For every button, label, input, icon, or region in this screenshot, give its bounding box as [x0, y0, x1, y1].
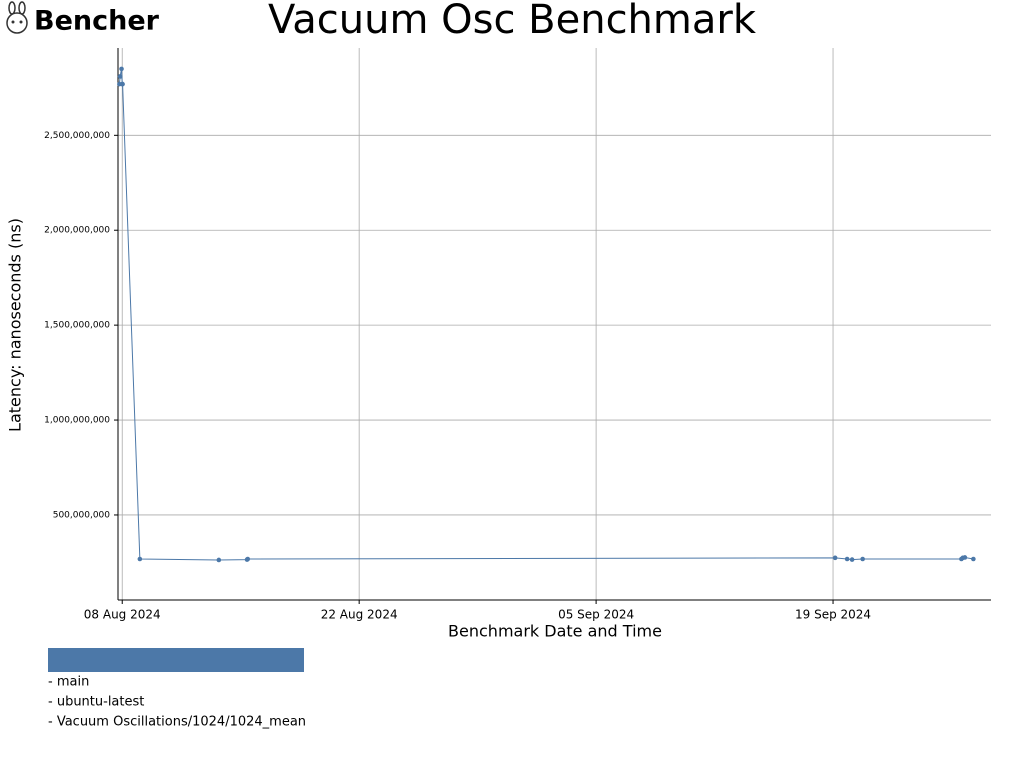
legend-text: - main — [48, 675, 89, 690]
y-tick-label: 1,000,000,000 — [44, 416, 110, 426]
y-tick-label: 1,500,000,000 — [44, 321, 110, 331]
data-point — [844, 556, 850, 562]
legend-swatch — [48, 648, 304, 672]
y-tick-label: 500,000,000 — [53, 510, 111, 520]
data-point — [849, 557, 855, 562]
data-point — [117, 74, 123, 79]
y-tick-label: 2,500,000,000 — [44, 131, 110, 141]
x-tick-label: 05 Sep 2024 — [558, 608, 634, 622]
x-tick-label: 22 Aug 2024 — [321, 608, 398, 622]
data-point — [119, 66, 124, 72]
x-axis-label: Benchmark Date and Time — [448, 622, 662, 641]
data-point — [860, 556, 865, 562]
data-point — [216, 557, 222, 563]
y-tick-label: 2,000,000,000 — [44, 226, 110, 236]
data-point — [137, 556, 143, 562]
data-point — [971, 556, 976, 562]
data-point — [245, 556, 251, 562]
x-tick-label: 19 Sep 2024 — [795, 608, 871, 622]
series-line — [118, 68, 974, 561]
y-axis-label: Latency: nanoseconds (ns) — [6, 218, 25, 432]
brand-logo — [6, 1, 28, 34]
x-tick-label: 08 Aug 2024 — [84, 608, 161, 622]
data-point — [962, 555, 968, 560]
chart-title: Vacuum Osc Benchmark — [268, 0, 757, 43]
legend-text: - ubuntu-latest — [48, 695, 144, 710]
legend-text: - Vacuum Oscillations/1024/1024_mean — [48, 715, 306, 730]
brand: Bencher — [34, 6, 160, 37]
data-point — [832, 555, 838, 561]
data-point — [120, 81, 125, 87]
